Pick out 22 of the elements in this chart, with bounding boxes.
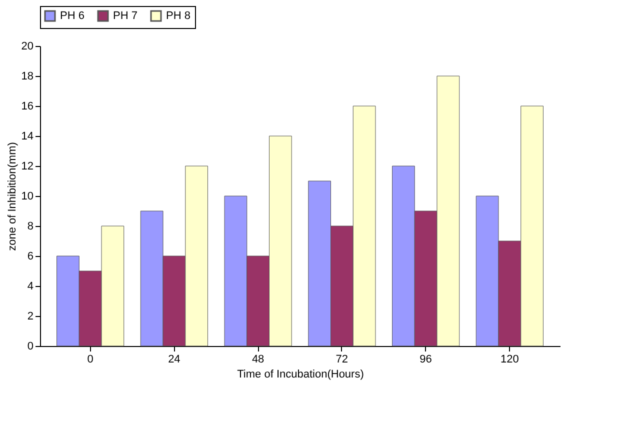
x-tick-label: 0 xyxy=(87,354,94,366)
x-tick-label: 96 xyxy=(420,354,432,366)
legend-label: PH 6 xyxy=(60,10,84,22)
y-tick-label: 6 xyxy=(27,250,34,262)
y-tick-label: 8 xyxy=(27,220,34,232)
x-tick-label: 48 xyxy=(252,354,264,366)
y-tick-label: 2 xyxy=(27,310,34,322)
x-tick-label: 72 xyxy=(336,354,348,366)
legend-label: PH 8 xyxy=(166,10,190,22)
y-tick-label: 0 xyxy=(27,340,34,352)
y-tick-label: 16 xyxy=(21,100,34,112)
y-tick-label: 12 xyxy=(21,160,34,172)
y-tick-label: 14 xyxy=(21,130,34,142)
x-tick-label: 24 xyxy=(168,354,180,366)
y-tick-label: 18 xyxy=(21,70,34,82)
y-tick-label: 20 xyxy=(21,40,34,52)
x-axis-title: Time of Incubation(Hours) xyxy=(237,368,364,380)
y-axis-title: zone of Inhibition(mm) xyxy=(6,142,18,251)
x-tick-label: 120 xyxy=(500,354,519,366)
legend-label: PH 7 xyxy=(113,10,138,22)
y-tick-label: 10 xyxy=(21,190,34,202)
y-tick-label: 4 xyxy=(27,280,34,292)
